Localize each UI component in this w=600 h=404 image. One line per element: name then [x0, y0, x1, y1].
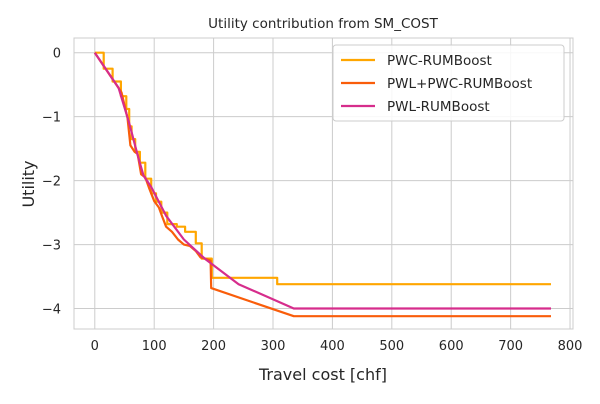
- series-lines: [93, 51, 551, 318]
- legend-box: [332, 44, 565, 122]
- x-tick-label: 400: [320, 339, 345, 354]
- x-axis-label: Travel cost [chf]: [258, 365, 387, 384]
- y-axis-label: Utility: [19, 160, 38, 207]
- legend: PWC-RUMBoost PWL+PWC-RUMBoost PWL-RUMBoost: [332, 44, 565, 122]
- x-tick-label: 800: [558, 339, 583, 354]
- x-tick-label: 700: [498, 339, 523, 354]
- series-line-1: [94, 51, 551, 286]
- x-tick-label: 600: [439, 339, 464, 354]
- x-tick-label: 100: [142, 339, 167, 354]
- y-tick-label: −4: [42, 303, 61, 318]
- legend-label: PWL-RUMBoost: [387, 99, 490, 115]
- x-tick-label: 300: [261, 339, 286, 354]
- x-tick-label: 200: [201, 339, 226, 354]
- y-tick-label: −1: [42, 111, 61, 126]
- chart-title: Utility contribution from SM_COST: [208, 16, 438, 32]
- series-line-3: [93, 52, 551, 310]
- y-tick-label: −3: [42, 239, 61, 254]
- y-tick-label: 0: [53, 47, 61, 62]
- x-axis-ticks: 0 100 200 300 400 500 600 700 800: [91, 339, 583, 354]
- y-tick-label: −2: [42, 175, 61, 190]
- legend-label: PWC-RUMBoost: [387, 53, 492, 69]
- legend-label: PWL+PWC-RUMBoost: [387, 76, 532, 92]
- y-axis-ticks: 0 −1 −2 −3 −4: [42, 47, 61, 318]
- x-tick-label: 0: [91, 339, 99, 354]
- x-tick-label: 500: [379, 339, 404, 354]
